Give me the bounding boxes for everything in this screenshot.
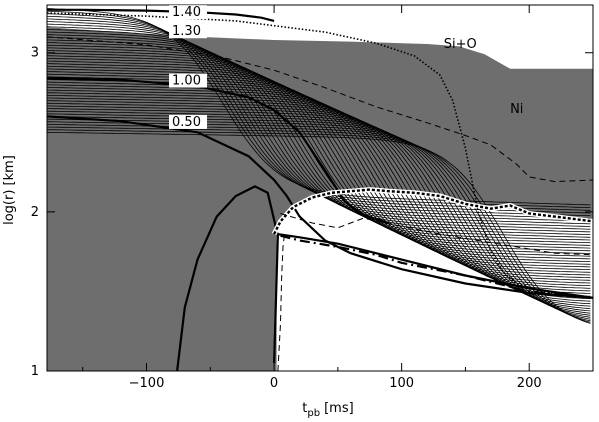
series-line-thick <box>273 232 593 364</box>
x-tick-label: −100 <box>129 376 165 391</box>
x-tick-label: 200 <box>517 376 542 391</box>
series-line-dashed <box>277 235 285 371</box>
mass-shell-line <box>47 129 591 323</box>
series-line-thick <box>47 115 593 299</box>
x-axis-label-main: t <box>302 401 307 416</box>
mass-shell-line <box>47 124 591 320</box>
mass-shell-line <box>47 29 591 227</box>
x-tick-label: 0 <box>270 376 278 391</box>
mass-shell-line <box>47 44 591 244</box>
mass-shell-line <box>47 92 591 292</box>
mass-shell-line <box>47 39 591 238</box>
x-axis-label-sub: pb <box>307 408 320 419</box>
x-axis-label-unit: [ms] <box>324 401 354 416</box>
mass-shell-line <box>47 26 591 225</box>
mass-shell-line <box>47 50 591 249</box>
mass-shell-line <box>47 105 591 305</box>
mass-shell-line <box>47 131 591 324</box>
mass-shell-line <box>47 110 591 309</box>
y-tick-label: 1 <box>31 364 39 379</box>
series-line-thick <box>47 77 390 225</box>
series-line-dotted <box>47 12 593 299</box>
mass-label: 1.30 <box>172 24 201 39</box>
mass-shell-line <box>47 71 591 270</box>
axis-ticks: −100 0 100 200 1 2 3 <box>31 5 594 391</box>
series-line-shock <box>273 188 593 235</box>
mass-shell-line <box>47 118 591 316</box>
mass-shell-line <box>47 52 591 252</box>
mass-label: 1.40 <box>172 5 201 20</box>
plot-frame <box>46 4 594 372</box>
mass-label-bg <box>169 24 208 39</box>
mass-shell-line <box>47 108 591 307</box>
series-line-thick <box>176 185 279 371</box>
mass-label-bg <box>169 114 208 129</box>
mass-shell-line <box>47 84 591 284</box>
mass-shell-line <box>47 34 591 233</box>
mass-shell-line <box>47 126 591 322</box>
mass-shell-line <box>47 89 591 289</box>
mass-shell-line <box>47 36 591 235</box>
mass-shell-line <box>47 31 591 230</box>
y-axis-label: log(r) [km] <box>2 155 17 225</box>
series-line-thick-dashed <box>280 234 593 299</box>
mass-label-bg <box>169 73 208 88</box>
mass-shell-line <box>47 116 591 314</box>
y-tick-label: 2 <box>31 205 39 220</box>
series-line-dashed <box>280 213 593 256</box>
mass-label-bg <box>169 5 208 20</box>
mass-shell-line <box>47 42 591 241</box>
x-axis-label: tpb [ms] <box>302 401 353 419</box>
x-tick-label: 100 <box>389 376 414 391</box>
region-label: Ni <box>510 102 523 117</box>
series-line-dashed <box>47 36 593 183</box>
mass-label: 0.50 <box>172 115 201 130</box>
annotation-labels: 1.40 1.30 1.00 0.50 Si+O Ni <box>169 5 523 130</box>
mass-label: 1.00 <box>172 74 201 89</box>
region-label: Si+O <box>444 37 477 52</box>
y-tick-label: 3 <box>31 46 39 61</box>
mass-shell-line <box>47 60 591 260</box>
mass-shell-line <box>47 113 591 312</box>
